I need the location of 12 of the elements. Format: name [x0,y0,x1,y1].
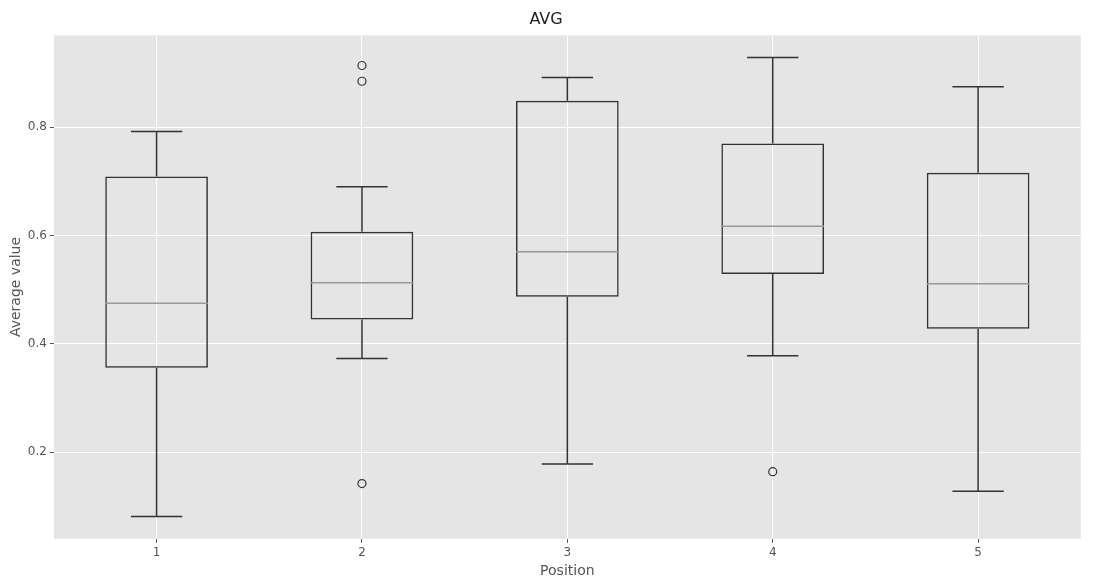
x-axis-title: Position [540,562,595,579]
y-axis-title: Average value [7,236,24,338]
x-tick-label: 1 [152,545,161,560]
x-tick-label: 4 [768,545,777,560]
chart-title: AVG [529,8,563,28]
y-tick-label: 0.4 [27,335,47,350]
y-tick-label: 0.6 [27,227,47,242]
x-tick-label: 3 [563,545,572,560]
x-tick-label: 2 [358,545,366,560]
y-tick-label: 0.8 [27,119,47,134]
x-tick-label: 5 [974,545,982,560]
y-tick-label: 0.2 [27,444,47,459]
